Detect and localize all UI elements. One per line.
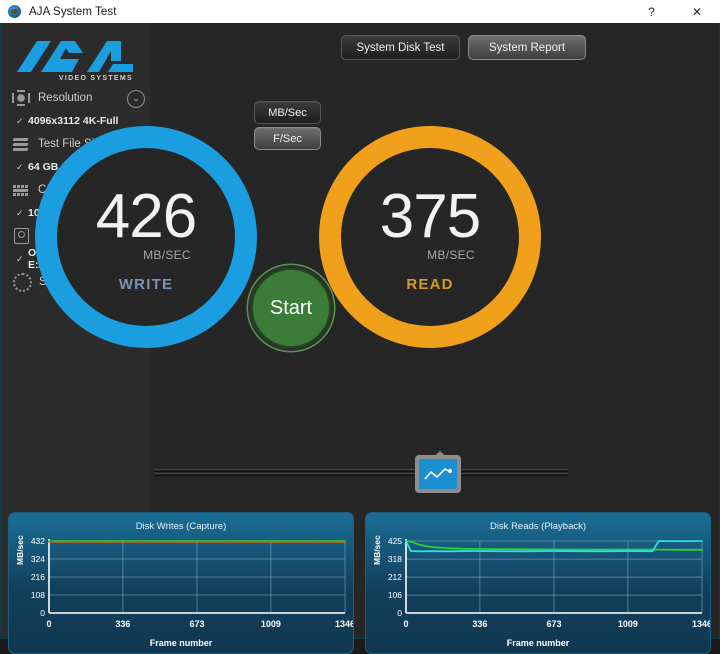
svg-text:108: 108 [31, 590, 45, 600]
help-button[interactable]: ? [648, 4, 655, 19]
codec-icon [12, 182, 30, 198]
file-size-icon [12, 136, 30, 152]
write-unit: MB/SEC [143, 247, 191, 262]
chart-plot: 0 106 212 318 425 0 336 673 1009 1346 [388, 536, 710, 629]
svg-text:336: 336 [472, 619, 487, 629]
svg-text:0: 0 [40, 608, 45, 618]
window-controls: ? ✕ [629, 0, 720, 23]
svg-text:106: 106 [388, 590, 402, 600]
svg-text:432: 432 [31, 536, 45, 546]
check-icon: ✓ [16, 115, 24, 126]
read-label: READ [406, 275, 454, 293]
sidebar-item-resolution[interactable]: Resolution ⌄ [1, 85, 151, 111]
sidebar-value-resolution[interactable]: ✓ 4096x3112 4K-Full [1, 112, 151, 130]
read-unit: MB/SEC [427, 247, 475, 262]
check-icon: ✓ [16, 207, 24, 218]
sidebar-value-text: 4096x3112 4K-Full [28, 115, 119, 127]
svg-text:1009: 1009 [618, 619, 638, 629]
svg-text:1009: 1009 [261, 619, 281, 629]
start-button[interactable]: Start [251, 268, 331, 348]
line-chart-icon[interactable] [415, 451, 461, 493]
svg-text:1346: 1346 [692, 619, 710, 629]
write-gauge: 426 MB/SEC WRITE [35, 126, 257, 348]
svg-text:1346: 1346 [335, 619, 353, 629]
title-bar: AJA System Test ? ✕ [0, 0, 720, 23]
read-gauge: 375 MB/SEC READ [319, 126, 541, 348]
aja-app-icon [8, 5, 21, 18]
aja-tagline: VIDEO SYSTEMS [58, 75, 133, 82]
window-title: AJA System Test [29, 5, 117, 18]
svg-text:0: 0 [403, 619, 408, 629]
svg-text:0: 0 [397, 608, 402, 618]
svg-text:212: 212 [388, 572, 402, 582]
disk-reads-chart: Disk Reads (Playback) MB/sec Frame numbe… [365, 512, 711, 654]
svg-text:324: 324 [31, 554, 45, 564]
app-window: AJA System Test ? ✕ VIDEO SYSTEMS [0, 0, 720, 639]
sidebar-item-label: Resolution [38, 92, 93, 104]
resolution-icon [12, 90, 30, 106]
sidebar-value-text: 64 GB [28, 161, 59, 173]
aja-logo: VIDEO SYSTEMS [15, 39, 135, 82]
panel-divider [154, 469, 568, 477]
svg-text:336: 336 [115, 619, 130, 629]
check-icon: ✓ [16, 253, 24, 264]
window-body: VIDEO SYSTEMS Resolution ⌄ ✓ 4096x3112 4… [1, 23, 719, 654]
check-icon: ✓ [16, 161, 24, 172]
gear-icon [13, 272, 32, 292]
unit-frames-per-sec-button[interactable]: F/Sec [254, 127, 321, 150]
read-value: 375 [379, 181, 481, 251]
svg-text:425: 425 [388, 536, 402, 546]
write-value: 426 [95, 181, 197, 251]
chart-title: Disk Reads (Playback) [489, 521, 587, 532]
toggle-nub [435, 451, 445, 456]
system-report-button[interactable]: System Report [468, 35, 586, 60]
chart-plot: 0 108 216 324 432 0 336 673 1009 1346 [31, 536, 353, 629]
aja-logo-mark [17, 41, 133, 72]
write-label: WRITE [118, 275, 174, 293]
unit-mb-per-sec-button[interactable]: MB/Sec [254, 101, 321, 124]
disk-writes-chart: Disk Writes (Capture) MB/sec Frame numbe… [8, 512, 354, 654]
svg-text:673: 673 [189, 619, 204, 629]
svg-text:216: 216 [31, 572, 45, 582]
svg-text:673: 673 [546, 619, 561, 629]
disk-icon [14, 228, 29, 244]
system-disk-test-button[interactable]: System Disk Test [341, 35, 460, 60]
sidebar-value-test-file-size[interactable]: ✓ 64 GB [1, 158, 151, 176]
line-chart-glyph [419, 459, 457, 489]
chart-title: Disk Writes (Capture) [135, 521, 227, 532]
close-icon[interactable]: ✕ [691, 4, 703, 19]
svg-text:0: 0 [46, 619, 51, 629]
chevron-down-icon[interactable]: ⌄ [127, 90, 145, 108]
start-button-label: Start [269, 296, 313, 319]
svg-text:318: 318 [388, 554, 402, 564]
